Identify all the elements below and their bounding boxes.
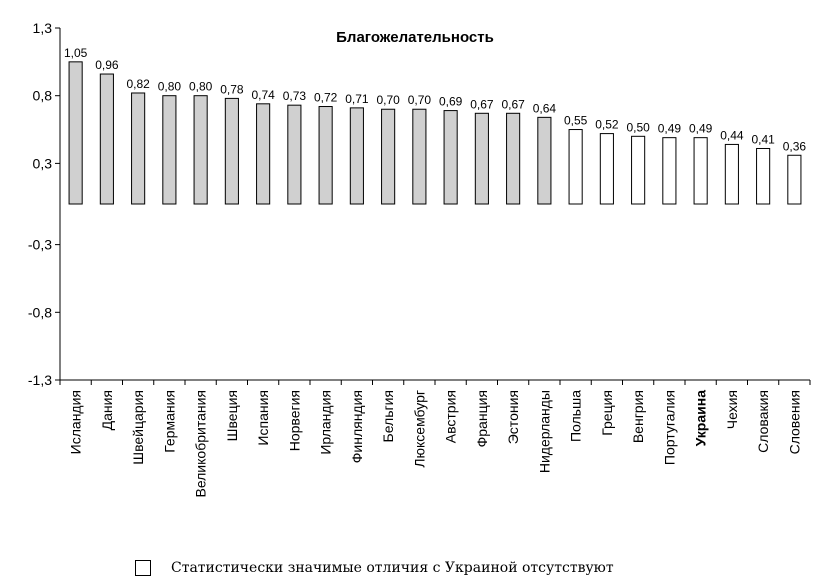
- data-label: 0,82: [126, 77, 150, 91]
- data-label: 0,73: [283, 89, 307, 103]
- bar: [287, 104, 302, 205]
- data-label: 0,55: [564, 114, 588, 128]
- bar: [193, 95, 208, 205]
- x-tick-label: Испания: [255, 390, 271, 446]
- legend: Статистически значимые отличия с Украино…: [135, 558, 614, 578]
- data-label: 0,64: [533, 101, 557, 115]
- x-tick-label: Венгрия: [630, 390, 646, 443]
- chart-title: Благожелательность: [336, 29, 494, 46]
- y-tick-label: -0,8: [28, 304, 52, 320]
- y-axis: 1,3 0,8 0,3 -0,3 -0,8 -1,3: [28, 20, 61, 388]
- bar: [568, 129, 583, 205]
- y-tick-label: -1,3: [28, 372, 52, 388]
- bar: [412, 108, 427, 205]
- x-tick-label: Чехия: [724, 390, 740, 429]
- x-tick-label: Финляндия: [349, 390, 365, 463]
- legend-swatch: [135, 560, 151, 576]
- data-label: 0,67: [501, 97, 525, 111]
- x-tick-label: Франция: [474, 390, 490, 447]
- data-label: 0,74: [251, 88, 275, 102]
- bar: [506, 112, 521, 205]
- x-axis: [59, 379, 811, 385]
- data-label: 0,49: [658, 122, 682, 136]
- x-tick-label: Швеция: [224, 390, 240, 441]
- value-labels: 1,05 0,96 0,82 0,80 0,80 0,78 0,74 0,73 0,72 0,71…: [64, 46, 806, 153]
- y-tick-label: 0,8: [33, 88, 53, 104]
- x-tick-label: Польша: [568, 390, 584, 442]
- data-label: 0,72: [314, 91, 338, 105]
- data-label: 0,80: [189, 80, 213, 94]
- x-tick-label: Нидерланды: [536, 390, 552, 473]
- x-tick-label: Австрия: [443, 390, 459, 443]
- x-tick-label: Словения: [786, 390, 802, 454]
- x-tick-label: Ирландия: [318, 390, 334, 455]
- data-label: 0,96: [95, 58, 119, 72]
- category-labels: Исландия Дания Швейцария Германия Великобрит…: [68, 390, 803, 498]
- x-tick-label: Бельгия: [380, 390, 396, 442]
- bars: [68, 61, 802, 205]
- y-tick-label: -0,3: [28, 237, 52, 253]
- bar: [693, 137, 708, 205]
- y-tick-label: 1,3: [33, 20, 53, 36]
- data-label: 1,05: [64, 46, 88, 60]
- bar: [537, 116, 552, 205]
- bar: [631, 135, 646, 205]
- bar: [131, 92, 146, 205]
- x-tick-label: Великобритания: [193, 390, 209, 498]
- data-label: 0,41: [751, 132, 775, 146]
- data-label: 0,67: [470, 97, 494, 111]
- bar: [756, 147, 771, 205]
- bar: [724, 143, 739, 205]
- data-label: 0,52: [595, 118, 619, 132]
- data-label: 0,80: [158, 80, 182, 94]
- bar-chart: Благожелательность 1,3 0,8 0,3 -0,3 -0,8 -1,3…: [28, 20, 811, 498]
- bar: [443, 110, 458, 205]
- bar: [68, 61, 83, 205]
- data-label: 0,70: [408, 93, 432, 107]
- x-tick-label: Дания: [99, 390, 115, 430]
- y-tick-label: 0,3: [33, 155, 53, 171]
- x-tick-label: Швейцария: [130, 390, 146, 465]
- x-tick-label: Украина: [693, 390, 709, 447]
- x-tick-label: Люксембург: [411, 390, 427, 468]
- x-tick-label: Норвегия: [286, 390, 302, 451]
- x-tick-label: Словакия: [755, 390, 771, 453]
- legend-label: Статистически значимые отличия с Украино…: [171, 560, 614, 576]
- bar: [662, 137, 677, 205]
- bar: [599, 133, 614, 205]
- data-label: 0,78: [220, 82, 244, 96]
- bar: [99, 73, 114, 205]
- x-tick-label: Греция: [599, 390, 615, 436]
- bar: [318, 106, 333, 205]
- data-label: 0,71: [345, 92, 369, 106]
- bar: [381, 108, 396, 205]
- data-label: 0,70: [376, 93, 400, 107]
- x-tick-label: Исландия: [68, 390, 84, 454]
- x-tick-label: Германия: [161, 390, 177, 453]
- bar: [224, 97, 239, 205]
- bar: [256, 103, 271, 205]
- data-label: 0,50: [626, 120, 650, 134]
- bar: [162, 95, 177, 205]
- data-label: 0,49: [689, 122, 713, 136]
- data-label: 0,44: [720, 128, 744, 142]
- data-label: 0,36: [783, 139, 807, 153]
- bar: [474, 112, 489, 205]
- data-label: 0,69: [439, 95, 463, 109]
- bar: [787, 154, 802, 205]
- x-tick-label: Португалия: [661, 390, 677, 465]
- x-tick-label: Эстония: [505, 390, 521, 444]
- bar: [349, 107, 364, 205]
